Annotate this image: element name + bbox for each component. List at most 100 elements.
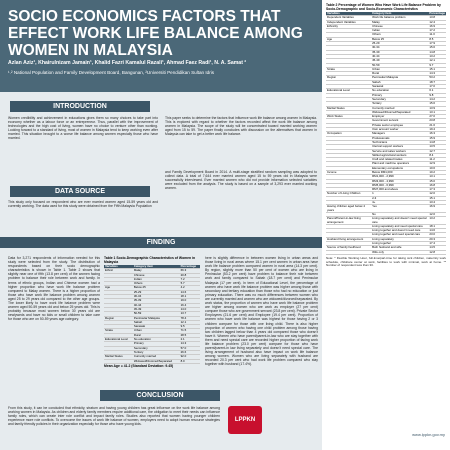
table-cell: 12.9 bbox=[428, 162, 446, 167]
table-cell: Craft and related trades bbox=[371, 157, 429, 163]
table-cell: 15.6 bbox=[428, 46, 446, 51]
table-cell: 35-39 bbox=[132, 299, 180, 304]
table-cell bbox=[104, 350, 133, 356]
table-cell: Own account worker bbox=[371, 127, 429, 133]
table-cell: 78.4 bbox=[179, 316, 200, 321]
table-cell bbox=[326, 101, 372, 107]
table-cell bbox=[104, 346, 133, 351]
table-cell: Dependent Variables bbox=[326, 16, 372, 21]
table-row: Living separately and need special care 1… bbox=[326, 224, 446, 230]
table-row: Indian 7.2 bbox=[104, 277, 200, 283]
table-cell: Living separately and need special care bbox=[371, 224, 429, 230]
table-row: Widowed/Divorced/Separated 13.1 bbox=[326, 110, 446, 116]
table-cell: Service and sales workers bbox=[371, 149, 429, 154]
section-heading: FINDING bbox=[0, 237, 322, 248]
table-cell bbox=[326, 149, 372, 154]
poster-title: SOCIO ECONOMICS FACTORS THAT EFFECT WORK… bbox=[8, 8, 303, 59]
table-cell: 16.9 bbox=[428, 205, 446, 213]
table-cell: Skilled agricultural workers bbox=[371, 153, 429, 159]
table-row: Craft and related trades 11.2 bbox=[326, 157, 446, 163]
table-cell: Rural bbox=[371, 71, 429, 77]
section-heading: DATA SOURCE bbox=[10, 186, 150, 197]
table-cell bbox=[326, 200, 372, 206]
table-cell bbox=[326, 174, 372, 180]
table-cell: Others bbox=[371, 33, 429, 38]
table-cell: 23.0 bbox=[428, 233, 446, 238]
table-row: Government servant 23.8 bbox=[326, 119, 446, 124]
table-cell bbox=[326, 241, 372, 247]
table-cell: Managers bbox=[371, 132, 429, 137]
table-cell: Husband living arrangement bbox=[326, 237, 372, 243]
table-cell: Chinese bbox=[132, 273, 180, 278]
table-cell bbox=[326, 196, 372, 202]
conclusion-text: From this study, it can be concluded tha… bbox=[8, 406, 220, 427]
table-cell: No bbox=[371, 212, 429, 218]
table-cell: Age bbox=[104, 286, 133, 291]
table-cell: 9.8 bbox=[428, 93, 446, 98]
table-row: RM7,000 and above 17.3 bbox=[326, 187, 446, 193]
table-row: 40-44 13.2 bbox=[326, 54, 446, 60]
table-row: Independent Variables Malay 12.4 bbox=[326, 20, 446, 25]
table-cell: 30-34 bbox=[132, 294, 180, 300]
table-cell: 17.9 bbox=[428, 41, 446, 47]
table-cell: 13.1 bbox=[428, 175, 446, 180]
table-cell bbox=[104, 320, 133, 326]
table-cell bbox=[104, 281, 133, 287]
table-row: RM5,000 - 6,999 16.8 bbox=[326, 183, 446, 189]
table-cell: 12.4 bbox=[428, 20, 446, 25]
table-cell bbox=[326, 224, 372, 230]
table-cell: 25-29 bbox=[371, 41, 429, 47]
table-cell: 18.1 bbox=[179, 294, 200, 300]
table-cell: 57.0 bbox=[179, 346, 200, 351]
table-cell bbox=[326, 50, 372, 56]
table-cell: Educational Level bbox=[104, 337, 133, 343]
table-row: Work Status Employer 27.0 bbox=[326, 114, 446, 120]
table-cell: 9.7 bbox=[428, 63, 446, 68]
table-cell: RM1,000 - 2,999 bbox=[371, 175, 429, 180]
table-cell: Strata bbox=[326, 67, 372, 73]
table-cell: Ethnic bbox=[104, 269, 133, 274]
table-row: Professionals 15.9 bbox=[326, 136, 446, 141]
table-cell: 5.7 bbox=[179, 281, 200, 287]
table-row: Educational Level No education 6.1 bbox=[326, 89, 446, 94]
abstract-text: This paper seeks to determine the factor… bbox=[165, 116, 317, 137]
table-cell bbox=[326, 54, 372, 60]
table-cell: 13.4 bbox=[428, 200, 446, 206]
table-row: Dependent Variables Work life balance pro… bbox=[326, 16, 446, 21]
table-cell bbox=[326, 41, 372, 47]
table-cell: 35-39 bbox=[371, 50, 429, 56]
table-cell: 45-49 bbox=[371, 58, 429, 64]
table-cell: 13.8 bbox=[428, 16, 446, 21]
table-row: Technicians 14.8 bbox=[326, 140, 446, 146]
table-cell: 14.0 bbox=[179, 307, 200, 313]
table-cell: 14.8 bbox=[428, 140, 446, 146]
table-cell bbox=[104, 324, 133, 330]
table-cell: 30-34 bbox=[371, 46, 429, 51]
table-cell: Widowed/Divorced/Separated bbox=[371, 110, 429, 116]
table-cell: 16.4 bbox=[179, 303, 200, 309]
table-row: Age Below 25 4.2 bbox=[104, 286, 200, 291]
table-cell: Currently married bbox=[132, 354, 180, 360]
table-row: Region Peninsular Malaysia 53.2 bbox=[326, 76, 446, 81]
table-note: Note: * Flexible Working Hour, full-time… bbox=[326, 255, 446, 268]
table-cell: 18.1 bbox=[428, 224, 446, 230]
table-cell bbox=[326, 153, 372, 159]
table-row: Secondary 14.2 bbox=[326, 97, 446, 103]
table-row: Service and sales workers 12.7 bbox=[326, 149, 446, 154]
website: www.lppkn.gov.my bbox=[412, 432, 445, 437]
table-cell bbox=[326, 63, 372, 68]
table-cell: Rural bbox=[132, 333, 180, 339]
table-title: Table 2 Percentage of Women Who Have Wor… bbox=[326, 3, 441, 11]
table-cell: 20.8 bbox=[179, 273, 200, 278]
table-row: Marital Status Currently married 92.0 bbox=[104, 354, 200, 360]
table-cell: Primary bbox=[371, 93, 429, 98]
table-cell: 45-49 bbox=[132, 307, 180, 313]
table-cell: Income bbox=[326, 170, 372, 176]
table-cell: Sarawak bbox=[371, 84, 429, 90]
table-cell: 71.5 bbox=[179, 329, 200, 334]
table-cell: 15.9 bbox=[428, 136, 446, 141]
logo: LPPKN bbox=[228, 406, 262, 434]
table-cell: 4+ bbox=[371, 200, 429, 206]
table-cell: 53.2 bbox=[428, 76, 446, 81]
